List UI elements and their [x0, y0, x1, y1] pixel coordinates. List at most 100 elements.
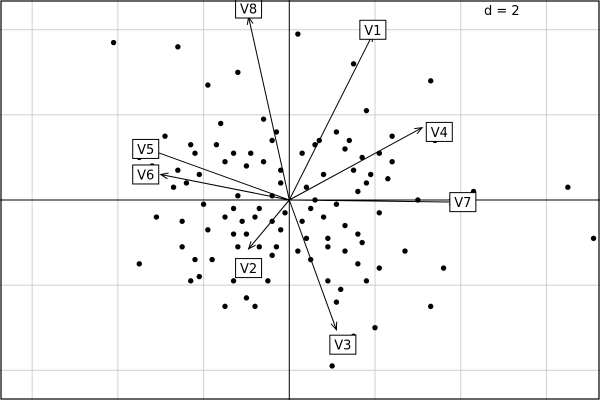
vector-arrow-v8	[248, 16, 290, 201]
data-point	[359, 154, 365, 161]
data-point	[363, 180, 370, 186]
vector-labels: V1 V2 V3 V4 V5 V6 V7 V8	[132, 0, 477, 355]
data-point	[170, 184, 177, 190]
data-point	[218, 120, 224, 127]
data-point	[333, 299, 340, 305]
vector-label-v3: V3	[329, 334, 357, 355]
data-point	[389, 159, 395, 165]
data-point	[376, 210, 382, 216]
data-point	[175, 167, 181, 173]
data-point	[363, 278, 370, 284]
data-point	[342, 248, 348, 254]
data-point	[196, 273, 202, 280]
vector-label-v8: V8	[235, 0, 263, 19]
data-point	[269, 137, 275, 144]
data-point	[355, 261, 361, 267]
data-point	[320, 171, 327, 178]
data-point	[428, 303, 434, 310]
data-point	[402, 248, 408, 254]
data-point	[153, 214, 160, 220]
vector-label-box	[329, 334, 357, 355]
data-point	[110, 39, 117, 46]
data-point	[295, 248, 301, 254]
data-point	[333, 129, 340, 135]
data-point	[230, 231, 237, 237]
data-point	[299, 218, 305, 224]
data-point	[342, 222, 348, 229]
data-points	[110, 31, 597, 369]
data-point	[428, 78, 434, 84]
data-point	[205, 227, 211, 233]
data-point	[278, 227, 284, 233]
data-point	[239, 218, 245, 224]
data-point	[235, 193, 241, 199]
vector-label-text: V6	[137, 168, 154, 183]
data-point	[329, 363, 335, 369]
data-point	[355, 231, 361, 237]
data-point	[235, 69, 241, 76]
vector-arrow-v7	[289, 199, 457, 203]
data-point	[338, 286, 344, 293]
data-point	[350, 61, 357, 67]
vector-label-text: V5	[137, 143, 154, 158]
data-point	[333, 201, 340, 207]
data-point	[308, 205, 314, 212]
vector-arrow-v2	[248, 199, 290, 250]
data-point	[273, 129, 280, 135]
data-point	[196, 171, 202, 178]
data-point	[372, 324, 378, 331]
data-point	[590, 235, 597, 241]
data-point	[389, 133, 395, 139]
data-point	[342, 146, 348, 152]
vector-arrowhead	[414, 127, 424, 135]
vector-label-text: V8	[240, 3, 257, 18]
vector-arrow-v5	[147, 148, 290, 201]
vector-label-box	[235, 258, 263, 279]
data-point	[325, 235, 331, 241]
data-point	[265, 278, 271, 284]
grid-scale-label: d = 2	[484, 4, 520, 19]
data-point	[175, 44, 181, 50]
data-point	[243, 295, 250, 301]
data-point	[230, 150, 237, 156]
data-point	[235, 244, 241, 250]
data-point	[222, 159, 228, 165]
data-point	[243, 163, 250, 169]
vector-label-box	[132, 164, 160, 185]
data-point	[325, 278, 331, 284]
vector-arrowhead	[247, 241, 256, 250]
data-point	[303, 184, 310, 190]
vector-label-box	[449, 192, 477, 213]
data-point	[440, 265, 447, 271]
vector-label-box	[359, 19, 387, 40]
data-point	[299, 150, 305, 156]
data-point	[243, 231, 250, 237]
data-point	[320, 214, 327, 220]
data-point	[363, 107, 370, 114]
data-point	[355, 188, 361, 195]
vector-label-v7: V7	[449, 192, 477, 213]
vector-arrow-v6	[160, 173, 290, 201]
data-point	[230, 205, 237, 212]
data-point	[252, 303, 258, 310]
data-point	[248, 150, 254, 156]
data-point	[565, 184, 571, 190]
vector-arrow-v1	[288, 33, 374, 201]
data-point	[230, 278, 237, 284]
data-point	[209, 256, 215, 263]
data-point	[183, 180, 190, 186]
data-point	[256, 205, 262, 212]
data-point	[325, 244, 331, 250]
vector-label-box	[235, 0, 263, 19]
data-point	[256, 244, 262, 250]
data-point	[222, 303, 228, 310]
data-point	[252, 214, 258, 220]
data-point	[188, 141, 194, 148]
vector-arrowhead	[330, 321, 338, 332]
data-point	[273, 244, 280, 250]
data-point	[136, 261, 142, 267]
data-point	[188, 278, 194, 284]
data-point	[213, 141, 220, 148]
vector-label-text: V1	[364, 24, 381, 39]
data-point	[350, 167, 357, 173]
